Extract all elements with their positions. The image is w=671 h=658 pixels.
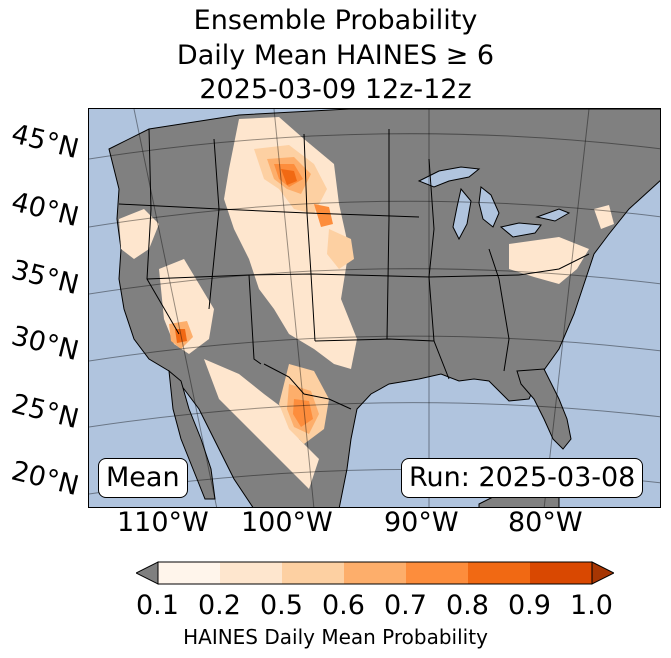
title-line-2: Daily Mean HAINES ≥ 6 [176,40,495,71]
colorbar-tick-0.8: 0.8 [446,590,489,621]
colorbar-bin-3 [282,562,344,584]
lat-label-40: 40°N [8,186,82,234]
mean-label-box: Mean [98,458,188,498]
lat-label-45: 45°N [8,118,82,166]
colorbar-under-arrow [136,561,159,585]
great-lakes [417,166,571,241]
lon-label-110: 110°W [117,507,209,538]
lat-label-35: 35°N [8,254,82,302]
run-date-box: Run: 2025-03-08 [401,458,644,498]
colorbar-over-arrow [591,561,614,585]
colorbar-tick-0.2: 0.2 [198,590,241,621]
colorbar-bin-2 [220,562,282,584]
probability-field [119,117,614,489]
colorbar-tick-1.0: 1.0 [570,590,613,621]
colorbar-bin-7 [530,562,592,584]
colorbar-tick-0.5: 0.5 [260,590,303,621]
colorbar-tick-0.7: 0.7 [384,590,427,621]
map-panel[interactable] [88,108,661,508]
colorbar-tick-0.1: 0.1 [136,590,179,621]
colorbar-bin-1 [158,562,220,584]
colorbar-bin-6 [468,562,530,584]
colorbar-bin-5 [406,562,468,584]
lat-label-25: 25°N [8,388,82,436]
lat-label-30: 30°N [8,320,82,368]
colorbar-label: HAINES Daily Mean Probability [183,625,488,649]
state-borders [118,128,590,410]
lon-label-80: 80°W [508,507,583,538]
title-line-1: Ensemble Probability [193,5,478,36]
land-florida [516,368,572,450]
colorbar-bin-4 [344,562,406,584]
land-baja [168,369,216,500]
title-line-3: 2025-03-09 12z-12z [199,74,472,105]
colorbar-tick-0.6: 0.6 [322,590,365,621]
graticule [89,109,660,507]
lon-label-90: 90°W [384,507,459,538]
colorbar-tick-0.9: 0.9 [508,590,551,621]
lon-label-100: 100°W [241,507,333,538]
lat-label-20: 20°N [8,455,82,503]
map-canvas [89,109,660,507]
colorbar [136,561,614,585]
